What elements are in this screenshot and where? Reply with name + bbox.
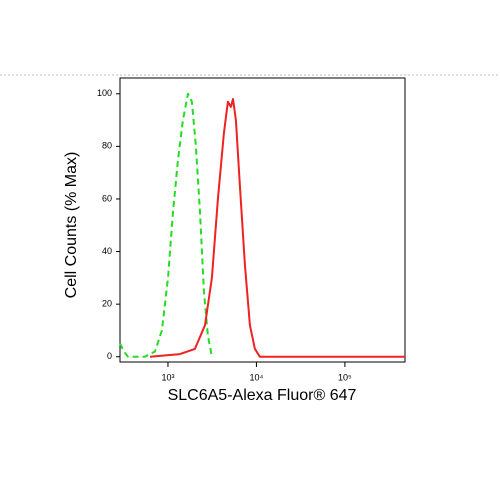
- x-tick-label: 10⁴: [249, 372, 263, 382]
- histogram-line: [149, 98, 405, 358]
- x-tick-label: 10³: [161, 372, 174, 382]
- histogram-line: [119, 92, 213, 358]
- y-tick-label: 100: [97, 88, 112, 98]
- y-tick-label: 80: [102, 141, 112, 151]
- y-tick-label: 40: [102, 246, 112, 256]
- y-tick-label: 60: [102, 193, 112, 203]
- plot-frame: [119, 77, 406, 363]
- x-axis-title: SLC6A5-Alexa Fluor® 647: [168, 387, 357, 404]
- x-tick-label: 10⁵: [338, 372, 352, 382]
- y-axis-title: Cell Counts (% Max): [63, 152, 80, 299]
- y-tick-label: 20: [102, 299, 112, 309]
- y-tick-label: 0: [107, 351, 112, 361]
